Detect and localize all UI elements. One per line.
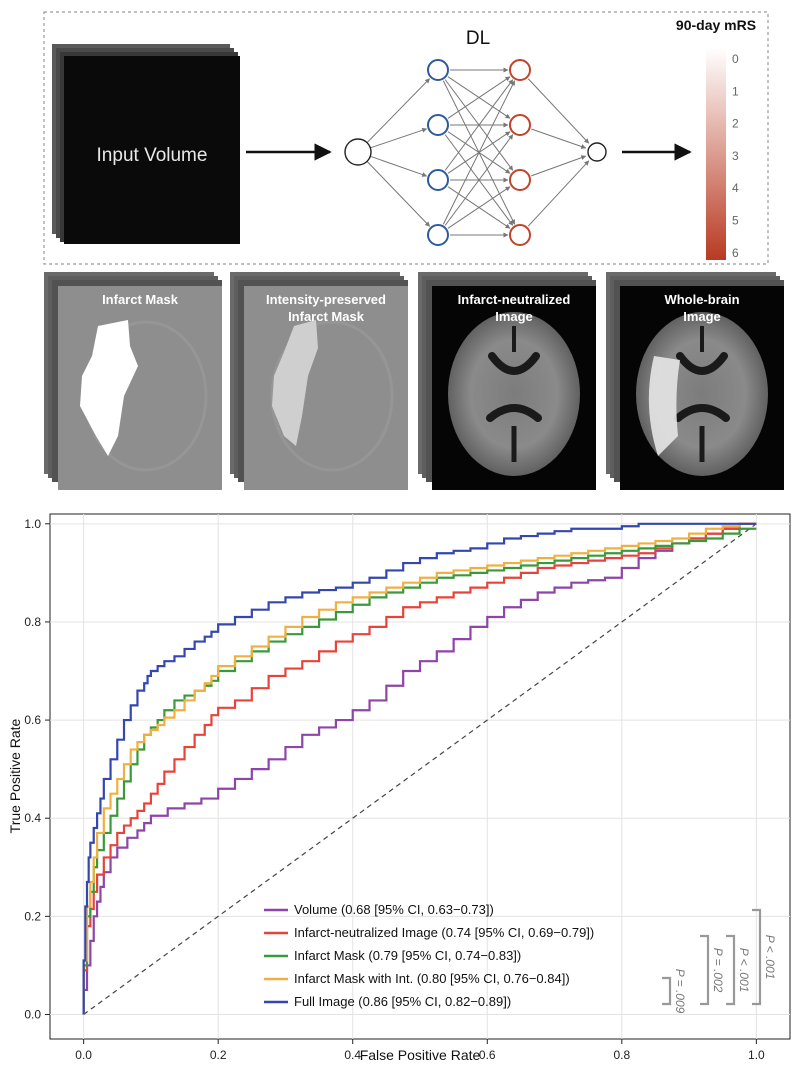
nn-hidden2-node (509, 59, 531, 81)
legend-label: Infarct-neutralized Image (0.74 [95% CI,… (294, 925, 594, 940)
nn-edge (366, 78, 430, 144)
mrs-tick-label: 1 (732, 84, 739, 98)
legend-label: Full Image (0.86 [95% CI, 0.82−0.89]) (294, 994, 511, 1009)
legend-label: Volume (0.68 [95% CI, 0.63−0.73]) (294, 902, 494, 917)
input-variant-label: Whole-brain (664, 292, 739, 307)
chance-diagonal (83, 523, 757, 1015)
grid-lines (50, 514, 790, 1039)
input-variant-panel: Infarct Mask (44, 272, 222, 490)
neural-network (344, 59, 607, 246)
pipeline-frame (43, 11, 769, 265)
nn-hidden1-node (427, 169, 449, 191)
y-tick-label: 0.0 (24, 1007, 41, 1021)
mrs-tick-label: 6 (732, 246, 739, 260)
nn-edge (527, 160, 590, 227)
nn-edge (531, 155, 587, 177)
y-tick-label: 0.4 (24, 811, 41, 825)
roc-curve (82, 527, 757, 1015)
nn-hidden2-node (509, 169, 531, 191)
nn-edge (444, 134, 514, 226)
mrs-scale-title: 90-day mRS (676, 17, 756, 33)
roc-chart: 0.0 0.2 0.4 0.6 0.8 1.0 0.0 0.2 0.4 0.6 0.8 1.0 Vo… (7, 513, 791, 1063)
infarct-mask-region (80, 320, 138, 456)
legend-label: Infarct Mask (0.79 [95% CI, 0.74−0.83]) (294, 948, 521, 963)
p-value-label: P = .009 (673, 969, 687, 1014)
input-variant-label: Image (683, 309, 721, 324)
nn-edge (447, 186, 511, 229)
nn-output-node (587, 142, 607, 162)
nn-edge (369, 155, 428, 177)
input-variant-label: Intensity-preserved (266, 292, 386, 307)
nn-hidden1-node (427, 59, 449, 81)
nn-edge (369, 127, 428, 149)
input-volume-stack (52, 44, 240, 244)
roc-curve (82, 522, 757, 1015)
input-variant-panel: Infarct-neutralized Image (418, 272, 596, 490)
input-variant-panel: Whole-brain Image (606, 272, 784, 490)
y-axis-label: True Positive Rate (7, 718, 23, 833)
y-tick-label: 1.0 (24, 517, 41, 531)
input-variant-label: Image (495, 309, 533, 324)
model-diagram: Input Volume DL 90-day mRS 0 1 2 3 4 5 6 Infar… (43, 11, 784, 490)
y-tick-label: 0.8 (24, 615, 41, 629)
mrs-tick-labels: 0 1 2 3 4 5 6 (732, 52, 739, 260)
nn-edge (442, 80, 516, 225)
nn-hidden2-node (509, 224, 531, 246)
input-variants: Infarct Mask Intensity-preserved Infarct M… (44, 272, 784, 490)
mrs-color-bar (706, 48, 726, 260)
mrs-tick-label: 0 (732, 52, 739, 66)
nn-edge (444, 79, 514, 171)
mrs-tick-label: 5 (732, 214, 739, 228)
mrs-tick-label: 3 (732, 149, 739, 163)
mrs-tick-label: 2 (732, 117, 739, 131)
x-tick-label: 0.8 (613, 1048, 630, 1062)
x-axis-label: False Positive Rate (360, 1047, 481, 1063)
legend: Volume (0.68 [95% CI, 0.63−0.73]) Infarct… (264, 902, 594, 1009)
roc-curve (82, 522, 757, 1015)
nn-hidden1-node (427, 224, 449, 246)
p-value-label: P < .001 (737, 948, 751, 993)
nn-edge (527, 78, 590, 144)
input-variant-panel: Intensity-preserved Infarct Mask (230, 272, 408, 490)
x-tick-label: 0.6 (479, 1048, 496, 1062)
p-value-bracket (726, 934, 736, 1006)
nn-hidden2-node (509, 114, 531, 136)
roc-curves (82, 522, 757, 1015)
input-variant-label: Infarct Mask (102, 292, 179, 307)
x-tick-label: 0.0 (75, 1048, 92, 1062)
input-variant-label: Infarct-neutralized (458, 292, 571, 307)
infarct-hyperintensity (648, 356, 680, 456)
nn-hidden1-node (427, 114, 449, 136)
p-value-bracket (700, 934, 710, 1006)
nn-edge (365, 160, 431, 227)
input-volume-label: Input Volume (97, 145, 208, 166)
x-tick-label: 0.2 (210, 1048, 227, 1062)
p-value-label: P = .002 (711, 948, 725, 993)
nn-edge (447, 76, 511, 119)
y-tick-label: 0.6 (24, 713, 41, 727)
input-variant-label: Infarct Mask (288, 309, 365, 324)
p-value-brackets: P = .009 P = .002 P < .001 P < .001 (662, 908, 777, 1014)
intensity-infarct-region (272, 320, 318, 446)
x-tick-labels: 0.0 0.2 0.4 0.6 0.8 1.0 (75, 1039, 765, 1062)
nn-edge (531, 128, 587, 149)
roc-curve (82, 522, 757, 1015)
nn-input-node (344, 138, 372, 166)
x-tick-label: 0.4 (344, 1048, 361, 1062)
p-value-bracket (752, 908, 762, 1006)
x-tick-label: 1.0 (748, 1048, 765, 1062)
p-value-bracket (662, 976, 672, 1006)
p-value-label: P < .001 (763, 935, 777, 980)
dl-label: DL (466, 28, 490, 49)
mrs-tick-label: 4 (732, 181, 739, 195)
legend-label: Infarct Mask with Int. (0.80 [95% CI, 0.… (294, 971, 570, 986)
y-tick-labels: 0.0 0.2 0.4 0.6 0.8 1.0 (24, 517, 50, 1021)
roc-curve (82, 522, 757, 1015)
y-tick-label: 0.2 (24, 909, 41, 923)
